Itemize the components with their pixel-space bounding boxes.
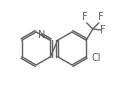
Text: N: N <box>38 30 46 40</box>
Text: F: F <box>98 12 103 22</box>
Text: F: F <box>82 12 88 22</box>
Text: F: F <box>100 25 105 35</box>
Text: Cl: Cl <box>91 53 101 63</box>
